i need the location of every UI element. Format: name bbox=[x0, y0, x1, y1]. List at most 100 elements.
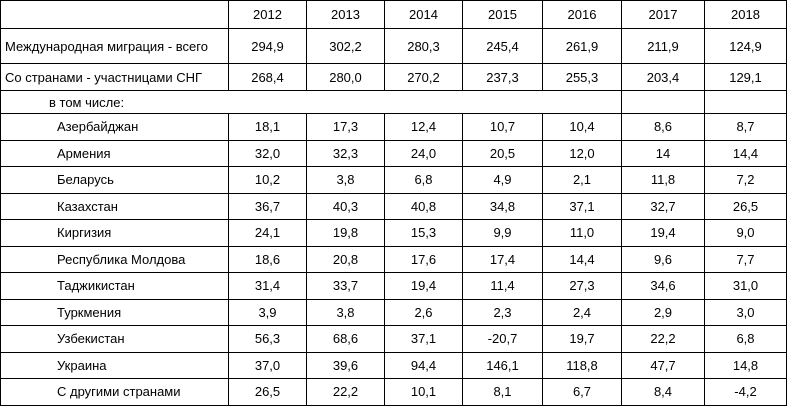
data-row: Узбекистан 56,3 68,6 37,1 -20,7 19,7 22,2 6,8 bbox=[0, 325, 787, 353]
value-cell: 37,1 bbox=[542, 192, 622, 220]
row-label: Республика Молдова bbox=[0, 245, 229, 273]
value-cell: 6,7 bbox=[542, 378, 622, 406]
value-cell: 33,7 bbox=[306, 272, 385, 300]
data-row: Международная миграция - всего 294,9 302,2… bbox=[0, 28, 787, 64]
value-cell: 47,7 bbox=[621, 351, 705, 379]
value-cell: 19,8 bbox=[306, 219, 385, 247]
value-cell: 31,0 bbox=[704, 272, 787, 300]
value-cell: 270,2 bbox=[384, 63, 463, 91]
value-cell: 22,2 bbox=[621, 325, 705, 353]
value-cell: -20,7 bbox=[462, 325, 543, 353]
header-row: 2012 2013 2014 2015 2016 2017 2018 bbox=[0, 0, 787, 29]
data-row: Азербайджан 18,1 17,3 12,4 10,7 10,4 8,6 8,7 bbox=[0, 113, 787, 141]
value-cell: 20,5 bbox=[462, 139, 543, 167]
value-cell: 17,6 bbox=[384, 245, 463, 273]
row-label: Туркмения bbox=[0, 298, 229, 326]
value-cell: 40,8 bbox=[384, 192, 463, 220]
value-cell: 302,2 bbox=[306, 28, 385, 64]
value-cell: 124,9 bbox=[704, 28, 787, 64]
value-cell: 2,6 bbox=[384, 298, 463, 326]
value-cell: 68,6 bbox=[306, 325, 385, 353]
row-label: Международная миграция - всего bbox=[0, 28, 229, 64]
year-header: 2016 bbox=[542, 0, 622, 29]
value-cell: 18,1 bbox=[228, 113, 307, 141]
value-cell: 245,4 bbox=[462, 28, 543, 64]
value-cell: 294,9 bbox=[228, 28, 307, 64]
year-header: 2018 bbox=[704, 0, 787, 29]
value-cell: 10,2 bbox=[228, 166, 307, 194]
value-cell: 10,4 bbox=[542, 113, 622, 141]
value-cell: 7,2 bbox=[704, 166, 787, 194]
value-cell: 237,3 bbox=[462, 63, 543, 91]
value-cell: 9,9 bbox=[462, 219, 543, 247]
subtitle: в том числе: bbox=[0, 90, 622, 114]
value-cell: 12,4 bbox=[384, 113, 463, 141]
row-label: Азербайджан bbox=[0, 113, 229, 141]
row-label: Беларусь bbox=[0, 166, 229, 194]
value-cell: 15,3 bbox=[384, 219, 463, 247]
subtitle-row: в том числе: bbox=[0, 90, 787, 114]
value-cell: -4,2 bbox=[704, 378, 787, 406]
value-cell: 211,9 bbox=[621, 28, 705, 64]
value-cell: 18,6 bbox=[228, 245, 307, 273]
value-cell: 3,8 bbox=[306, 166, 385, 194]
value-cell: 34,6 bbox=[621, 272, 705, 300]
data-row: Армения 32,0 32,3 24,0 20,5 12,0 14 14,4 bbox=[0, 139, 787, 167]
row-label: Армения bbox=[0, 139, 229, 167]
value-cell: 280,0 bbox=[306, 63, 385, 91]
year-header: 2013 bbox=[306, 0, 385, 29]
empty-cell bbox=[704, 90, 787, 114]
value-cell: 32,7 bbox=[621, 192, 705, 220]
value-cell: 6,8 bbox=[704, 325, 787, 353]
value-cell: 24,0 bbox=[384, 139, 463, 167]
value-cell: 2,3 bbox=[462, 298, 543, 326]
data-row: Со странами - участницами СНГ 268,4 280,0 2… bbox=[0, 63, 787, 91]
value-cell: 10,1 bbox=[384, 378, 463, 406]
year-header: 2015 bbox=[462, 0, 543, 29]
row-label: Украина bbox=[0, 351, 229, 379]
value-cell: 17,4 bbox=[462, 245, 543, 273]
value-cell: 32,0 bbox=[228, 139, 307, 167]
value-cell: 2,4 bbox=[542, 298, 622, 326]
value-cell: 31,4 bbox=[228, 272, 307, 300]
value-cell: 14,4 bbox=[542, 245, 622, 273]
value-cell: 14 bbox=[621, 139, 705, 167]
data-row: Таджикистан 31,4 33,7 19,4 11,4 27,3 34,6 31,0 bbox=[0, 272, 787, 300]
value-cell: 14,4 bbox=[704, 139, 787, 167]
row-label: Казахстан bbox=[0, 192, 229, 220]
value-cell: 8,4 bbox=[621, 378, 705, 406]
value-cell: 94,4 bbox=[384, 351, 463, 379]
value-cell: 19,4 bbox=[384, 272, 463, 300]
data-row: Туркмения 3,9 3,8 2,6 2,3 2,4 2,9 3,0 bbox=[0, 298, 787, 326]
value-cell: 9,0 bbox=[704, 219, 787, 247]
value-cell: 280,3 bbox=[384, 28, 463, 64]
value-cell: 129,1 bbox=[704, 63, 787, 91]
value-cell: 34,8 bbox=[462, 192, 543, 220]
value-cell: 11,8 bbox=[621, 166, 705, 194]
value-cell: 40,3 bbox=[306, 192, 385, 220]
value-cell: 20,8 bbox=[306, 245, 385, 273]
value-cell: 2,1 bbox=[542, 166, 622, 194]
value-cell: 26,5 bbox=[704, 192, 787, 220]
value-cell: 26,5 bbox=[228, 378, 307, 406]
empty-cell bbox=[621, 90, 705, 114]
value-cell: 4,9 bbox=[462, 166, 543, 194]
year-header: 2014 bbox=[384, 0, 463, 29]
value-cell: 3,0 bbox=[704, 298, 787, 326]
value-cell: 203,4 bbox=[621, 63, 705, 91]
value-cell: 255,3 bbox=[542, 63, 622, 91]
value-cell: 19,7 bbox=[542, 325, 622, 353]
row-label: Киргизия bbox=[0, 219, 229, 247]
year-header: 2017 bbox=[621, 0, 705, 29]
data-row: Киргизия 24,1 19,8 15,3 9,9 11,0 19,4 9,0 bbox=[0, 219, 787, 247]
value-cell: 19,4 bbox=[621, 219, 705, 247]
value-cell: 37,1 bbox=[384, 325, 463, 353]
data-row: Беларусь 10,2 3,8 6,8 4,9 2,1 11,8 7,2 bbox=[0, 166, 787, 194]
value-cell: 10,7 bbox=[462, 113, 543, 141]
value-cell: 36,7 bbox=[228, 192, 307, 220]
value-cell: 146,1 bbox=[462, 351, 543, 379]
value-cell: 11,4 bbox=[462, 272, 543, 300]
value-cell: 9,6 bbox=[621, 245, 705, 273]
